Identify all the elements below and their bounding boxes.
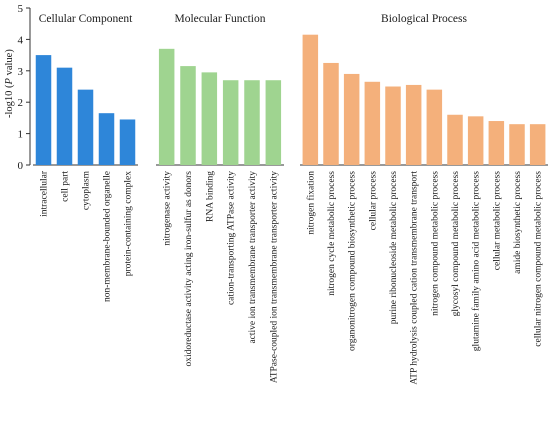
x-tick-label: amide biosynthetic process [513,171,523,274]
bar [529,124,546,165]
y-axis-label-prefix: -log10 ( [4,84,15,118]
x-tick-label: nitrogen compound metabolic process [430,171,440,316]
group-title: Cellular Component [39,13,133,25]
x-tick-label: nitrogenase activity [163,171,173,246]
x-tick-label: glutamine family amino acid metabolic pr… [471,171,482,351]
bar [98,113,115,165]
y-tick-label: 2 [18,97,24,109]
y-tick-label: 3 [18,66,24,78]
bar-layer [35,34,546,166]
x-tick-label: intracellular [40,170,50,217]
bar [56,67,73,165]
y-axis-label-suffix: value) [4,49,15,78]
bar [447,114,463,165]
x-tick-label: cellular metabolic process [492,171,502,270]
x-tick-label: active ion transmembrane transporter act… [248,171,258,344]
x-tick-label: non-membrane-bounded organelle [103,171,113,302]
y-tick-label: 4 [18,34,24,46]
bar [244,80,260,165]
bar [222,80,239,165]
group-title: Molecular Function [174,13,265,25]
label-layer: Cellular Component intracellular cell part… [39,13,544,385]
x-tick-label: cytoplasm [82,170,92,210]
bar [426,89,443,165]
bar [405,84,422,165]
bar [364,81,381,165]
x-tick-label: ATP hydrolysis coupled cation transmembr… [410,171,420,385]
bar [77,89,94,165]
x-tick-label: oxidoreductase activity acting iron-sulf… [183,171,194,367]
x-tick-label: organonitrogen compound biosynthetic pro… [348,171,358,351]
bar [467,116,484,165]
x-tick-label: RNA binding [205,171,215,222]
bar [265,80,282,165]
y-tick-label: 0 [18,160,24,172]
bar [509,124,525,165]
bar [302,34,319,165]
bar [35,55,52,165]
bar [385,86,401,165]
bar [343,73,360,165]
x-tick-label: nitrogen cycle metabolic process [327,171,337,296]
x-tick-label: cellular process [368,171,378,231]
bar [488,121,505,165]
x-tick-label: cation-transporting ATPase activity [227,171,237,305]
group-title: Biological Process [381,13,467,25]
x-tick-label: nitrogen fixation [305,171,316,235]
bar [323,62,339,166]
y-axis-label-italic: P [4,77,15,85]
y-tick-label: 5 [18,3,24,15]
x-tick-label: protein-containing complex [124,171,134,277]
x-tick-label: purine ribonucleoside metabolic process [389,171,399,325]
x-tick-label: cell part [61,171,71,202]
bar [180,66,196,165]
x-tick-label: glycosyl compound metabolic process [451,171,461,317]
bar [119,119,136,165]
y-axis-label: -log10 (P value) [4,49,15,118]
bar [158,48,175,165]
y-tick-label: 1 [18,129,24,141]
x-tick-label: ATPase-coupled ion transmembrane transpo… [269,171,279,383]
bar [201,72,218,165]
x-tick-label: cellular nitrogen compound metabolic pro… [534,171,544,347]
